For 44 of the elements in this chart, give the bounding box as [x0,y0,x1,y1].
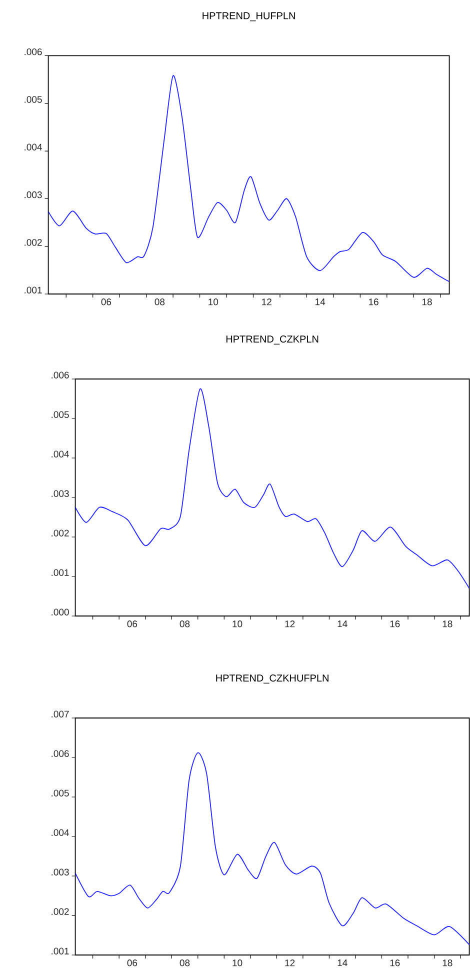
x-tick-label: 06 [101,298,112,306]
x-tick-label: 06 [127,620,138,628]
y-tick-label: .001 [52,948,69,954]
y-tick-label: .002 [52,908,69,915]
y-tick-label: .004 [52,829,69,836]
x-tick-label: 12 [262,298,272,306]
y-tick-label: .005 [52,790,69,796]
x-tick-label: 16 [390,960,400,966]
x-tick-label: 14 [338,620,348,628]
x-tick-label: 14 [316,298,326,306]
x-tick-label: 06 [127,960,138,966]
y-tick-label: .005 [52,411,69,418]
x-tick-label: 12 [285,620,295,628]
y-tick-label: .003 [52,868,69,876]
y-tick-label: .006 [52,750,69,757]
x-tick-label: 10 [208,298,218,306]
y-tick-label: .006 [24,48,42,56]
x-tick-label: 08 [180,960,190,966]
chart-title: HPTREND_CZKPLN [226,336,318,344]
y-tick-label: .001 [24,286,42,294]
x-tick-label: 16 [368,298,378,306]
y-tick-label: .003 [52,490,69,497]
y-tick-label: .005 [24,96,42,103]
y-tick-label: .004 [52,450,69,458]
x-tick-label: 10 [232,620,242,628]
y-tick-label: .004 [24,144,42,150]
y-tick-label: .006 [52,372,69,378]
x-tick-label: 14 [338,960,348,966]
y-tick-label: .000 [52,608,69,616]
x-tick-label: 08 [154,298,165,306]
x-tick-label: 16 [390,620,400,628]
y-tick-label: .003 [24,191,42,198]
x-tick-label: 12 [285,960,295,966]
x-tick-label: 10 [232,960,242,966]
x-tick-label: 18 [422,298,432,306]
x-tick-label: 08 [180,620,190,628]
y-tick-label: .007 [52,710,69,718]
y-tick-label: .002 [24,239,42,246]
chart-title: HPTREND_HUFPLN [202,12,295,22]
x-tick-label: 18 [442,620,452,628]
y-tick-label: .001 [52,569,69,576]
chart-title: HPTREND_CZKHUFPLN [216,674,328,684]
x-tick-label: 18 [442,960,452,966]
y-tick-label: .002 [52,530,69,536]
